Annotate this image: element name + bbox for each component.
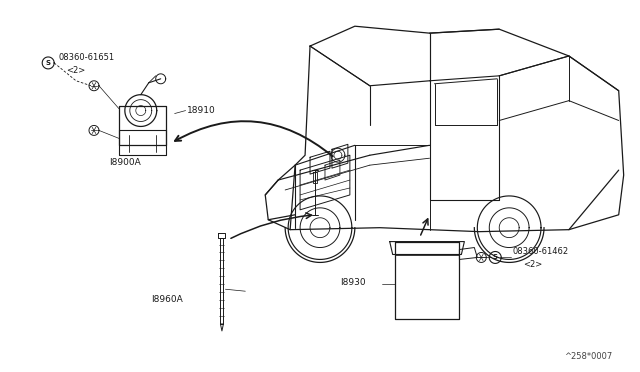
Text: <2>: <2>: [523, 260, 542, 269]
Text: 18910: 18910: [187, 106, 215, 115]
Text: S: S: [493, 254, 498, 260]
Text: S: S: [45, 60, 51, 66]
Text: l8930: l8930: [340, 278, 365, 287]
Text: 08360-61651: 08360-61651: [58, 54, 115, 62]
Text: l8900A: l8900A: [109, 158, 141, 167]
Text: l8960A: l8960A: [151, 295, 182, 304]
Text: <2>: <2>: [66, 66, 85, 76]
Text: ^258*0007: ^258*0007: [564, 352, 612, 361]
Text: 08360-61462: 08360-61462: [512, 247, 568, 256]
